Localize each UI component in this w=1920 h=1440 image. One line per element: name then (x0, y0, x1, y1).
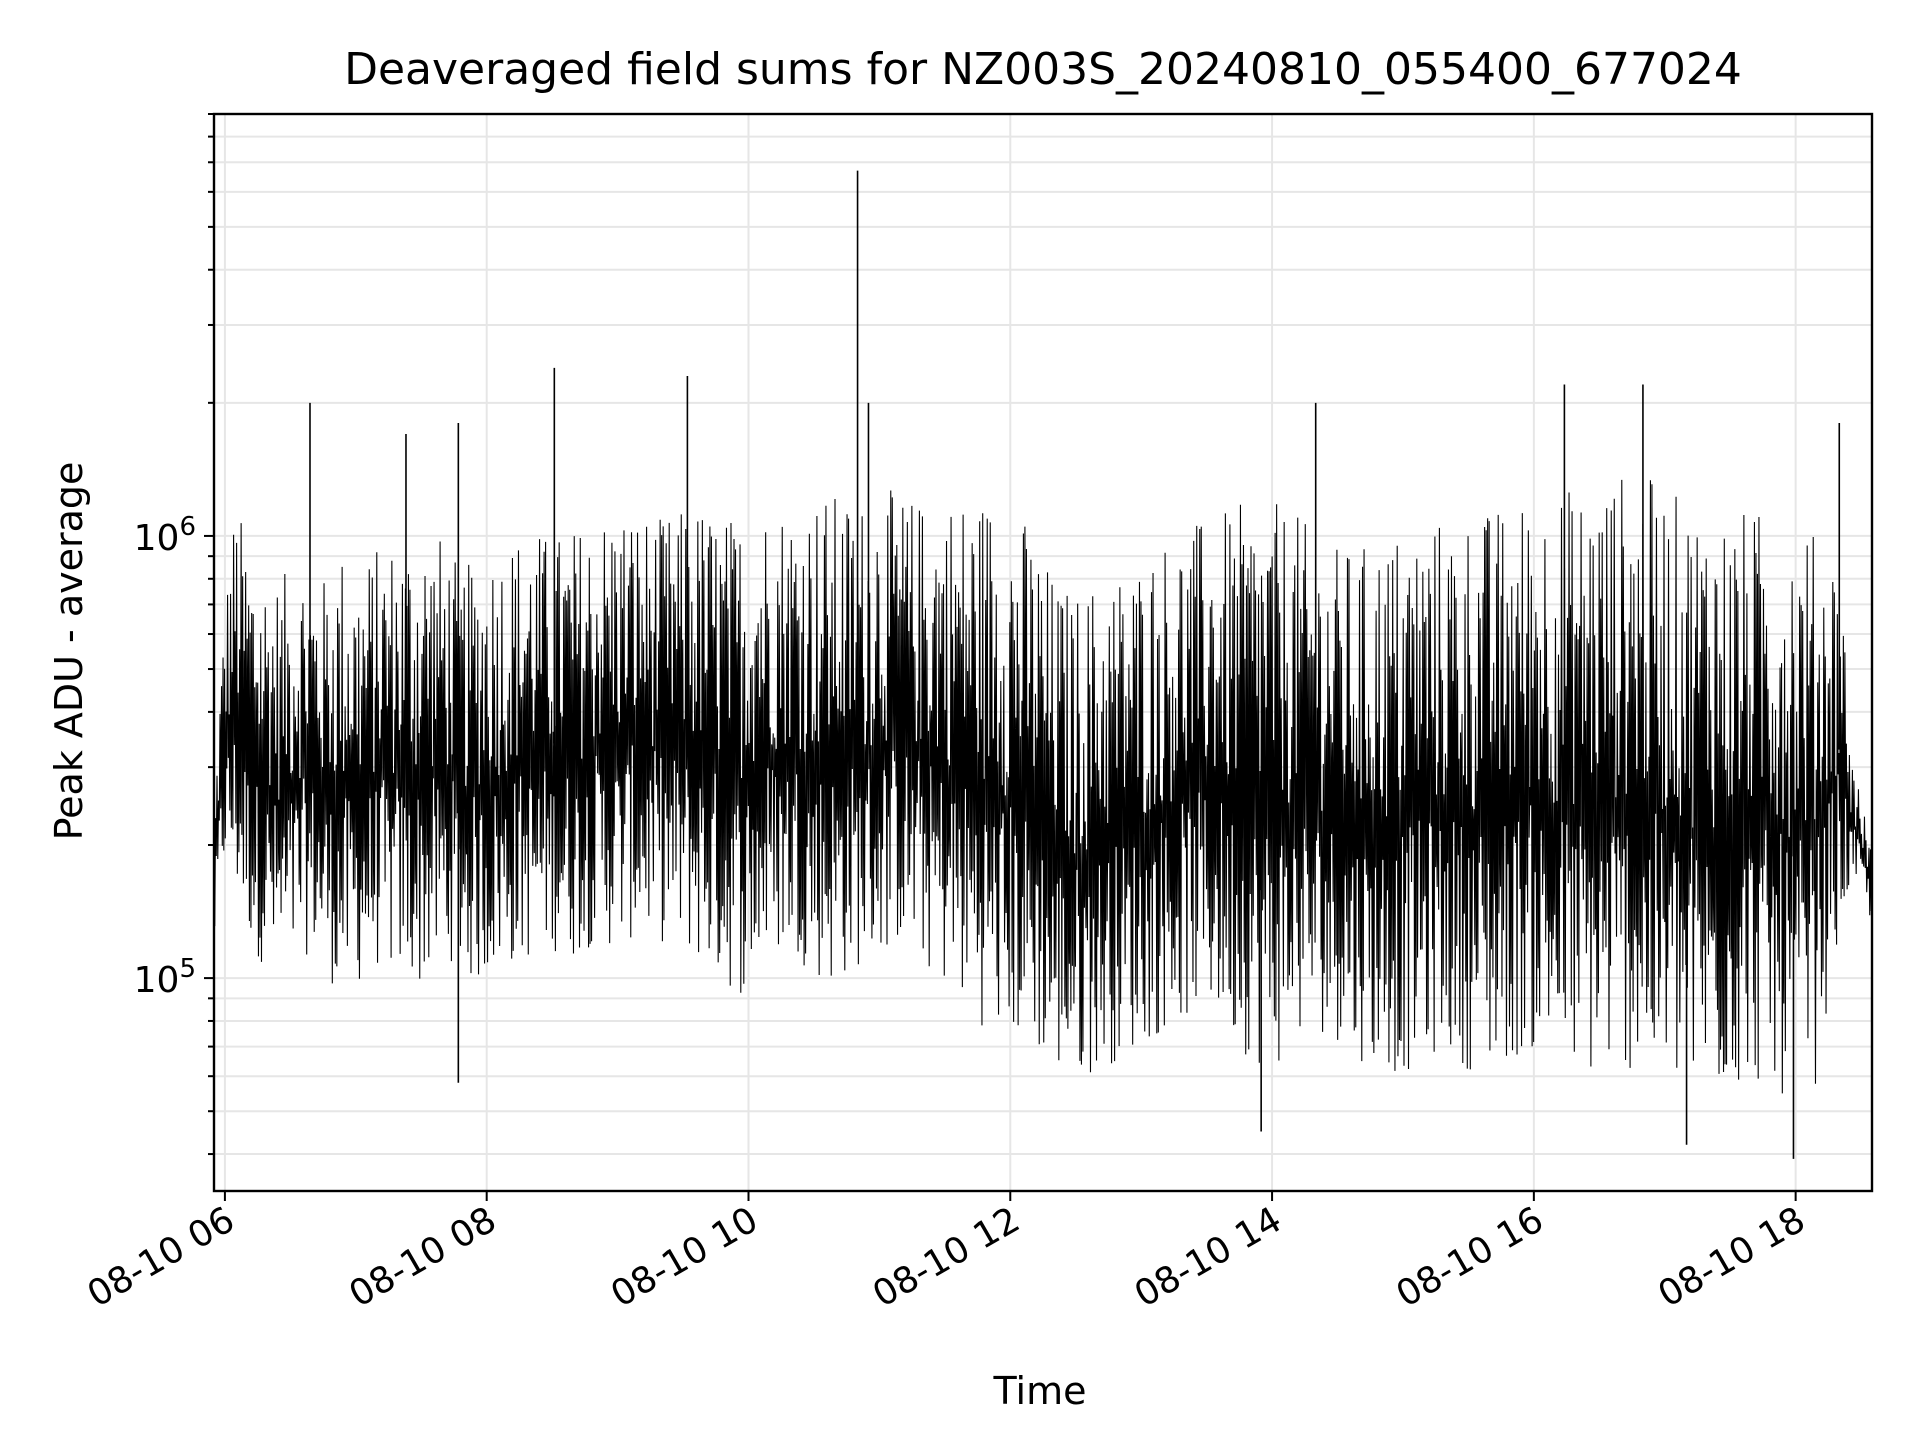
y-tick-label-base: 10 (134, 960, 180, 1001)
y-tick-label: 106 (134, 512, 196, 559)
plot-frame (212, 112, 1874, 1193)
data-series (213, 170, 1873, 1159)
y-tick-label-exponent: 6 (179, 512, 196, 542)
y-tick-label-exponent: 5 (179, 954, 196, 984)
x-axis-label: Time (993, 1369, 1087, 1413)
chart-title: Deaveraged field sums for NZ003S_2024081… (344, 44, 1742, 95)
y-tick-label-base: 10 (134, 518, 180, 559)
y-tick-label: 105 (134, 954, 196, 1001)
signal-line (213, 479, 1873, 1094)
y-axis-label: Peak ADU - average (47, 462, 91, 841)
